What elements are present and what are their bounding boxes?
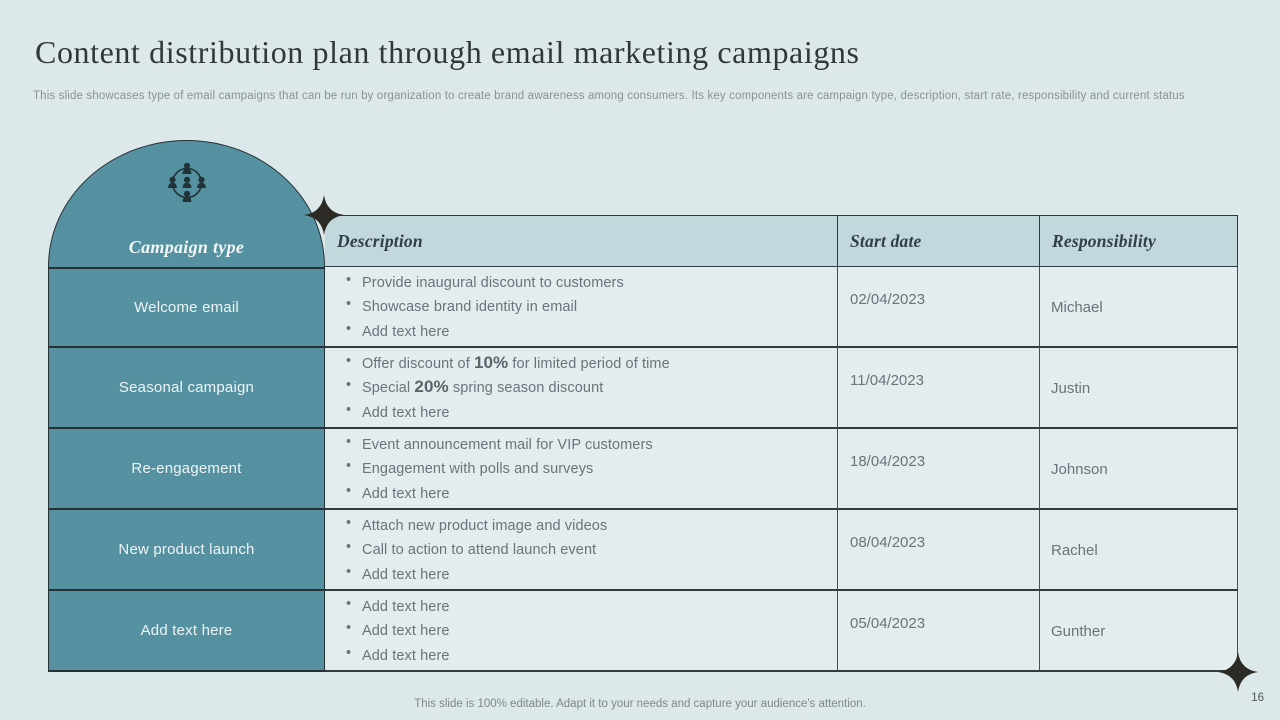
campaign-type-arch-header: Campaign type: [48, 140, 325, 267]
bullet-item: Engagement with polls and surveys: [339, 457, 823, 479]
responsibility-cell: Johnson: [1040, 429, 1238, 510]
campaign-cell: Welcome email: [48, 267, 325, 348]
campaign-type-column-header: Campaign type: [128, 237, 245, 257]
campaign-cell: Re-engagement: [48, 429, 325, 510]
bullet-item: Offer discount of 10% for limited period…: [339, 352, 823, 374]
responsibility-column-header: Responsibility: [1040, 215, 1238, 267]
table-header-row: Description Start date Responsibility: [325, 215, 1238, 267]
responsibility-cell: Justin: [1040, 348, 1238, 429]
responsibility-cell: Michael: [1040, 267, 1238, 348]
description-cell: Event announcement mail for VIP customer…: [325, 429, 838, 510]
campaign-cell: New product launch: [48, 510, 325, 591]
bullet-item: Add text here: [339, 320, 823, 342]
bullet-item: Provide inaugural discount to customers: [339, 271, 823, 293]
description-cell: Offer discount of 10% for limited period…: [325, 348, 838, 429]
start-date-cell: 02/04/2023: [838, 267, 1040, 348]
bullet-item: Add text here: [339, 563, 823, 585]
bullet-item: Add text here: [339, 401, 823, 423]
campaign-cell: Add text here: [48, 591, 325, 672]
start-date-cell: 11/04/2023: [838, 348, 1040, 429]
four-point-star-icon: [1217, 651, 1259, 693]
audience-network-icon: [167, 162, 206, 202]
campaign-cell: Seasonal campaign: [48, 348, 325, 429]
bullet-item: Add text here: [339, 644, 823, 666]
footer-note: This slide is 100% editable. Adapt it to…: [414, 698, 866, 710]
start-date-cell: 18/04/2023: [838, 429, 1040, 510]
bullet-item: Call to action to attend launch event: [339, 538, 823, 560]
campaign-type-column: Welcome email Seasonal campaign Re-engag…: [48, 267, 325, 672]
responsibility-cell: Gunther: [1040, 591, 1238, 672]
page-title: Content distribution plan through email …: [35, 34, 860, 70]
start-date-column-header: Start date: [838, 215, 1040, 267]
slide-subtitle: This slide showcases type of email campa…: [33, 90, 1185, 102]
description-cell: Add text here Add text here Add text her…: [325, 591, 838, 672]
table-body: Provide inaugural discount to customers …: [325, 267, 1238, 672]
bullet-item: Special 20% spring season discount: [339, 376, 823, 398]
description-column-header: Description: [325, 215, 838, 267]
four-point-star-icon: [303, 194, 345, 236]
start-date-cell: 05/04/2023: [838, 591, 1040, 672]
bullet-item: Add text here: [339, 482, 823, 504]
start-date-cell: 08/04/2023: [838, 510, 1040, 591]
responsibility-cell: Rachel: [1040, 510, 1238, 591]
bullet-item: Add text here: [339, 619, 823, 641]
bullet-item: Attach new product image and videos: [339, 514, 823, 536]
bullet-item: Add text here: [339, 595, 823, 617]
bullet-item: Showcase brand identity in email: [339, 295, 823, 317]
description-cell: Attach new product image and videos Call…: [325, 510, 838, 591]
page-number: 16: [1251, 692, 1264, 704]
description-cell: Provide inaugural discount to customers …: [325, 267, 838, 348]
bullet-item: Event announcement mail for VIP customer…: [339, 433, 823, 455]
